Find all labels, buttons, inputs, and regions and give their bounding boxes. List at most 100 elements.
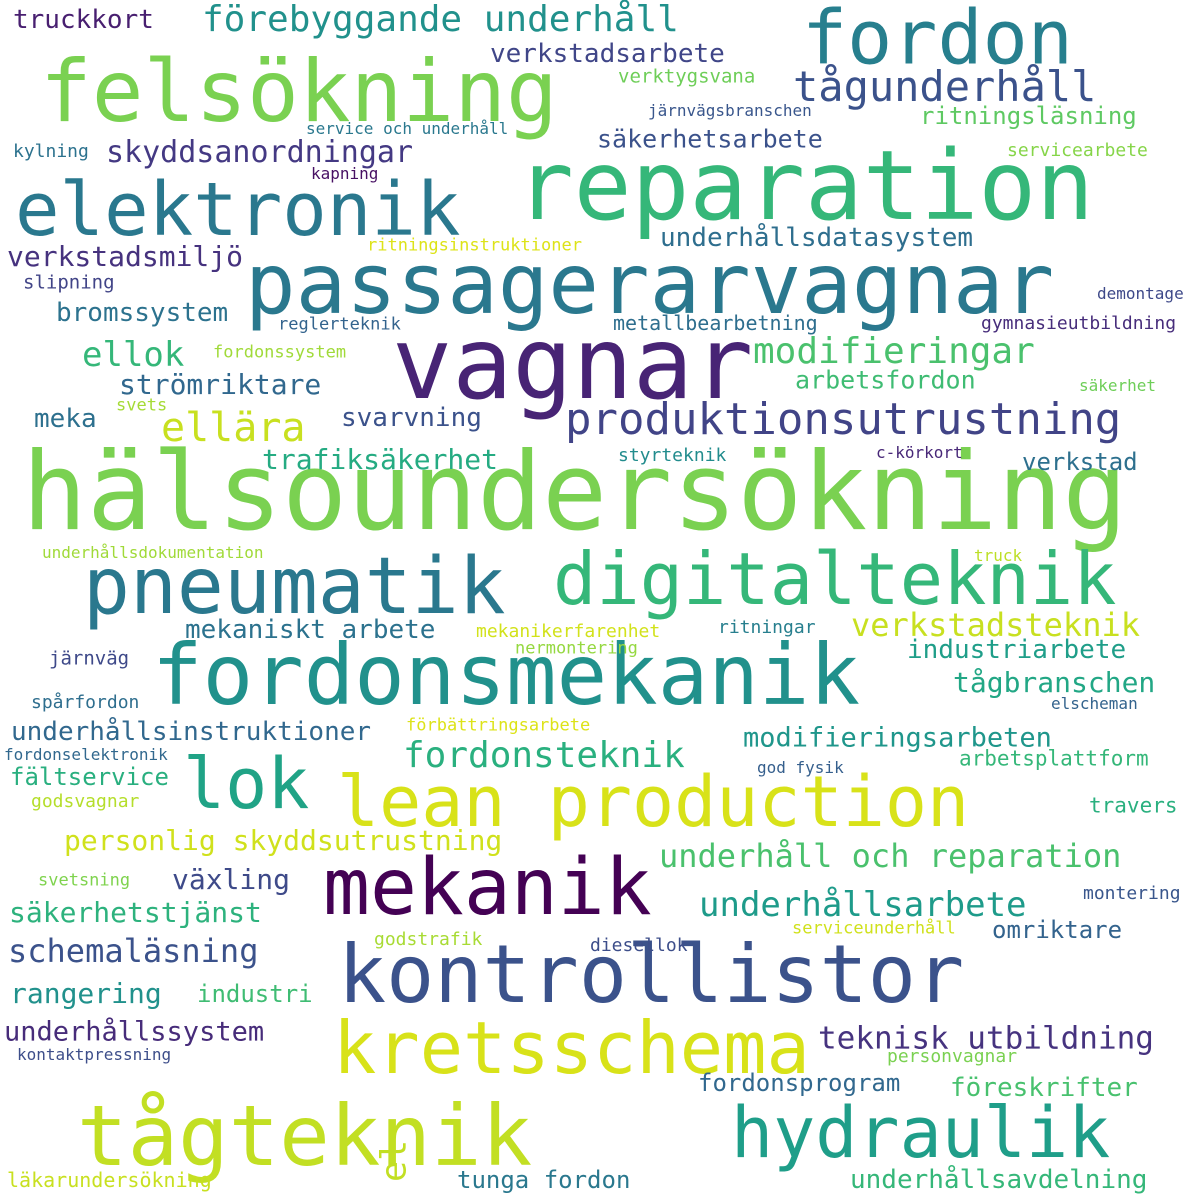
word-sakerhet: säkerhet (1079, 376, 1157, 395)
word-elscheman: elscheman (1051, 694, 1138, 713)
word-halsoundersokning: hälsoundersökning (22, 430, 1128, 555)
word-lok: lok (183, 743, 310, 825)
word-hydraulik: hydraulik (731, 1092, 1111, 1174)
word-sakerhetstjanst: säkerhetstjänst (9, 896, 262, 929)
word-ellara: ellära (161, 405, 306, 451)
word-nermontering: nermontering (515, 638, 638, 659)
word-tagbranschen: tågbranschen (953, 666, 1156, 699)
word-reparation: reparation (516, 130, 1094, 242)
word-serviceunderhall: serviceunderhåll (792, 918, 956, 939)
word-svetsning: svetsning (38, 870, 131, 891)
word-fordonsmekanik: fordonsmekanik (152, 626, 861, 724)
word-stromriktare: strömriktare (119, 368, 322, 401)
word-tagteknik: tågteknik (77, 1087, 533, 1185)
word-forebyggande-underhall: förebyggande underhåll (202, 0, 679, 40)
word-trafiksakerhet: trafiksäkerhet (262, 443, 499, 476)
word-digitalteknik: digitalteknik (553, 537, 1117, 621)
word-jarnvag: järnväg (49, 647, 130, 670)
word-metallbearbetning: metallbearbetning (613, 311, 818, 335)
word-omriktare: omriktare (992, 916, 1123, 944)
word-rangering: rangering (10, 977, 162, 1010)
word-underhallsarbete: underhållsarbete (699, 885, 1027, 925)
word-felsokning: felsökning (40, 42, 558, 142)
word-fordonssystem: fordonssystem (213, 342, 347, 363)
word-svarvning: svarvning (341, 403, 482, 433)
word-produktionsutrustning: produktionsutrustning (565, 394, 1122, 445)
word-reglerteknik: reglerteknik (278, 314, 401, 335)
word-faltservice: fältservice (10, 763, 169, 791)
word-underhall-och-reparation: underhåll och reparation (659, 837, 1122, 875)
word-c-korkort: c-körkort (876, 443, 963, 462)
word-verkstadsarbete: verkstadsarbete (490, 39, 725, 69)
word-kontaktpressning: kontaktpressning (17, 1045, 172, 1064)
word-arbetsfordon: arbetsfordon (795, 365, 976, 395)
word-arbetsplattform: arbetsplattform (959, 746, 1149, 771)
word-passagerarvagnar: passagerarvagnar (245, 235, 1055, 333)
word-ritningslasning: ritningsläsning (920, 102, 1137, 130)
word-lakarundersokning: läkarundersökning (7, 1168, 212, 1192)
word-service-och-underhall: service och underhåll (306, 119, 509, 138)
word-kretsschema: kretsschema (333, 1006, 810, 1090)
word-modifieringsarbeten: modifieringsarbeten (743, 722, 1052, 754)
word-fordonsprogram: fordonsprogram (698, 1069, 901, 1097)
word-verkstad: verkstad (1022, 448, 1138, 476)
word-tunga-fordon: tunga fordon (457, 1166, 631, 1194)
word-elektronik: elektronik (15, 167, 461, 253)
word-foreskrifter: föreskrifter (950, 1073, 1138, 1103)
word-underhallsinstruktioner: underhållsinstruktioner (11, 717, 372, 747)
word-pneumatik: pneumatik (83, 542, 506, 632)
word-travers: travers (1089, 793, 1178, 818)
word-vagnar: vagnar (392, 305, 754, 422)
word-underhallssystem: underhållssystem (4, 1016, 265, 1048)
word-jarnvagsbranschen: järnvägsbranschen (648, 101, 812, 120)
word-meka: meka (34, 404, 97, 434)
word-ritningar: ritningar (718, 617, 816, 638)
word-fordonselektronik: fordonselektronik (4, 745, 168, 764)
word-teknisk-utbildning: teknisk utbildning (818, 1020, 1154, 1057)
word-personlig-skyddsutrustning: personlig skyddsutrustning (64, 824, 503, 857)
word-lean-production: lean production (337, 761, 970, 843)
word-tagunderhall: tågunderhåll (793, 62, 1097, 111)
word-underhallsavdelning: underhållsavdelning (850, 1165, 1148, 1195)
word-mekanik: mekanik (323, 843, 652, 933)
word-kontrollistor: kontrollistor (338, 928, 965, 1021)
word-godstrafik: godstrafik (374, 929, 483, 950)
word-el: el (374, 1139, 415, 1182)
word-bromssystem: bromssystem (56, 298, 229, 328)
word-god-fysik: god fysik (757, 758, 844, 777)
word-modifieringar: modifieringar (753, 331, 1035, 372)
word-godsvagnar: godsvagnar (31, 791, 140, 812)
word-verkstadsteknik: verkstadsteknik (851, 606, 1140, 644)
word-truck: truck (974, 546, 1023, 565)
word-mekanikerfarenhet: mekanikerfarenhet (476, 621, 661, 642)
word-vaxling: växling (172, 863, 291, 896)
word-underhallsdatasystem: underhållsdatasystem (660, 223, 974, 253)
word-diesellok: diesellok (590, 935, 688, 956)
word-industriarbete: industriarbete (907, 635, 1127, 665)
word-montering: montering (1083, 883, 1181, 904)
word-verktygsvana: verktygsvana (618, 65, 756, 88)
word-truckkort: truckkort (13, 5, 154, 35)
word-personvagnar: personvagnar (887, 1046, 1018, 1067)
word-schemalasning: schemaläsning (8, 932, 259, 970)
word-kapning: kapning (311, 164, 379, 183)
word-sparfordon: spårfordon (31, 692, 140, 713)
word-mekaniskt-arbete: mekaniskt arbete (185, 615, 436, 645)
word-servicearbete: servicearbete (1007, 140, 1148, 161)
word-verkstadsmiljo: verkstadsmiljö (7, 240, 244, 273)
word-styrteknik: styrteknik (618, 445, 727, 466)
word-ritningsinstruktioner: ritningsinstruktioner (367, 235, 582, 256)
word-gymnasieutbildning: gymnasieutbildning (981, 313, 1177, 334)
word-sakerhetsarbete: säkerhetsarbete (597, 124, 823, 154)
word-svets: svets (116, 395, 168, 416)
word-slipning: slipning (23, 271, 115, 294)
word-kylning: kylning (13, 141, 89, 162)
word-industri: industri (197, 980, 313, 1008)
word-underhallsdokumentation: underhållsdokumentation (42, 543, 264, 562)
word-ellok: ellok (82, 335, 185, 375)
word-forbattringsarbete: förbättringsarbete (406, 715, 591, 736)
word-skyddsanordningar: skyddsanordningar (106, 135, 414, 170)
word-fordonsteknik: fordonsteknik (403, 735, 685, 776)
word-demontage: demontage (1097, 284, 1184, 303)
